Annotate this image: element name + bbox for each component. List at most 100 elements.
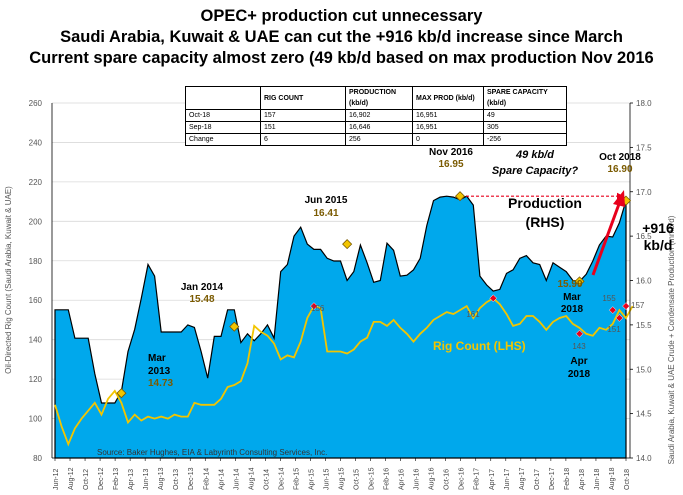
annotation-mar2018-value: 15.99 [557, 279, 582, 290]
left-tick-label: 180 [29, 257, 43, 266]
increase-text-2: kb/d [644, 237, 673, 253]
right-tick-label: 17.5 [636, 143, 652, 152]
table-cell: 6 [260, 133, 346, 146]
x-tick-label: Apr-18 [579, 469, 586, 490]
x-tick-label: Feb-16 [384, 468, 391, 490]
table-cell: 16,951 [412, 121, 484, 134]
x-tick-label: Aug-18 [609, 467, 616, 490]
right-tick-label: 15.0 [636, 365, 652, 374]
x-tick-label: Aug-15 [339, 467, 346, 490]
x-tick-label: Jun-18 [594, 468, 601, 490]
x-tick-label: Jun-16 [414, 468, 421, 490]
annotation-mar2018-month: Mar [563, 292, 581, 303]
x-tick-label: Dec-13 [188, 467, 195, 490]
rig-count-lhs-label: Rig Count (LHS) [433, 339, 526, 353]
left-tick-label: 220 [29, 178, 43, 187]
right-tick-label: 14.5 [636, 410, 652, 419]
table-cell: 49 [483, 109, 567, 122]
x-tick-label: Feb-18 [564, 468, 571, 490]
x-tick-label: Dec-12 [98, 467, 105, 490]
rig-point-marker [608, 306, 617, 314]
rig-label-143: 143 [572, 342, 586, 351]
rig-label-apr2018-month: Apr [570, 356, 587, 367]
x-tick-label: Jun-12 [53, 468, 60, 490]
y-axis-title-right: Saudi Arabia, Kuwait & UAE Crude + Conde… [667, 215, 676, 464]
y-axis-title-left: Oil-Directed Rig Count (Saudi Arabia, Ku… [4, 186, 13, 374]
annotation-oct2018-value: 16.90 [607, 164, 632, 175]
annotation-mar2013-month: Mar [148, 353, 166, 364]
chart-title-line-3: Current spare capacity almost zero (49 k… [29, 49, 654, 67]
rig-point-marker [575, 329, 584, 338]
rig-point-marker [622, 302, 630, 310]
annotation-mar2013-value: 14.73 [148, 378, 173, 389]
production-point-diamond [454, 191, 466, 202]
table-cell: 16,902 [345, 109, 413, 122]
table-header-cell: PRODUCTION (kb/d) [345, 86, 413, 110]
table-cell: 16,646 [345, 121, 413, 134]
x-tick-label: Feb-17 [474, 468, 481, 490]
table-cell: -256 [483, 133, 567, 146]
x-tick-label: Aug-13 [158, 467, 165, 490]
increase-arrow-head [613, 190, 625, 207]
production-point-diamond [116, 388, 127, 399]
x-tick-label: Jun-17 [504, 468, 511, 490]
table-cell: 256 [345, 133, 413, 146]
rig-point-marker [310, 302, 318, 310]
chart-title-line-2: Saudi Arabia, Kuwait & UAE can cut the +… [60, 28, 623, 46]
production-rhs-label-1: Production [508, 195, 582, 211]
x-tick-label: Aug-17 [519, 467, 526, 490]
annotation-mar2013-year: 2013 [148, 366, 171, 377]
x-tick-label: Oct-14 [263, 469, 270, 490]
table-header-cell: MAX PROD (kb/d) [412, 86, 484, 110]
table-header-row: RIG COUNT PRODUCTION (kb/d) MAX PROD (kb… [185, 86, 567, 110]
x-tick-label: Apr-13 [128, 469, 135, 490]
x-tick-label: Jun-15 [323, 468, 330, 490]
x-tick-label: Oct-15 [354, 469, 361, 490]
spare-capacity-text-2: Spare Capacity? [492, 165, 578, 177]
x-tick-label: Jun-13 [143, 468, 150, 490]
x-tick-label: Dec-14 [278, 467, 285, 490]
production-point-diamond [574, 276, 585, 287]
table-cell: 16,951 [412, 109, 484, 122]
increase-arrow-shaft [591, 203, 621, 276]
annotation-jun2015-label: Jun 2015 [305, 195, 348, 206]
left-tick-label: 80 [33, 454, 42, 463]
table-cell: 157 [260, 109, 346, 122]
table-cell: 151 [260, 121, 346, 134]
right-tick-label: 16.0 [636, 277, 652, 286]
left-tick-label: 240 [29, 138, 43, 147]
x-tick-label: Apr-16 [399, 469, 406, 490]
x-tick-label: Oct-13 [173, 469, 180, 490]
annotation-jan2014-label: Jan 2014 [181, 282, 224, 293]
table-cell: Oct-18 [185, 109, 261, 122]
production-area [54, 195, 627, 459]
rig-point-marker [615, 314, 624, 322]
right-tick-label: 16.5 [636, 232, 652, 241]
rig-label-157: 157 [631, 301, 645, 310]
table-cell: Change [185, 133, 261, 146]
rig-label-161: 161 [466, 310, 480, 319]
x-tick-label: Feb-13 [113, 468, 120, 490]
x-tick-label: Dec-15 [369, 467, 376, 490]
right-tick-label: 17.0 [636, 188, 652, 197]
summary-table: RIG COUNT PRODUCTION (kb/d) MAX PROD (kb… [185, 86, 567, 146]
right-tick-label: 18.0 [636, 99, 652, 108]
left-tick-label: 100 [29, 415, 43, 424]
table-header-cell: SPARE CAPACITY (kb/d) [483, 86, 567, 110]
chart-title-line-1: OPEC+ production cut unnecessary [200, 7, 483, 25]
x-tick-label: Oct-18 [624, 469, 631, 490]
left-tick-label: 140 [29, 336, 43, 345]
production-point-diamond [342, 239, 353, 250]
table-cell: Sep-18 [185, 121, 261, 134]
table-cell: 0 [412, 133, 484, 146]
rig-label-156: 156 [311, 304, 325, 313]
x-tick-label: Apr-14 [218, 469, 225, 490]
production-point-diamond [229, 321, 240, 332]
x-tick-label: Dec-17 [549, 467, 556, 490]
x-tick-label: Feb-14 [203, 468, 210, 490]
annotation-oct2018-label: Oct 2018 [599, 152, 641, 163]
right-tick-label: 14.0 [636, 454, 652, 463]
table-header-cell [185, 86, 261, 110]
x-tick-label: Oct-16 [444, 469, 451, 490]
